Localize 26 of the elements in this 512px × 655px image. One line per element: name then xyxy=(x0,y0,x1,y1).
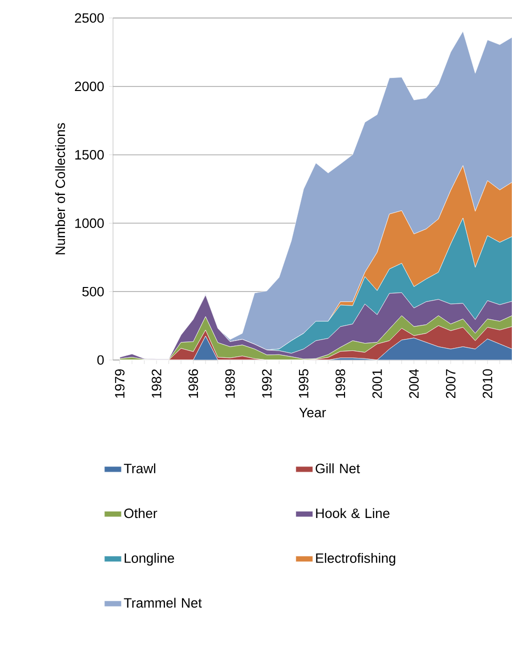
x-tick-label: 2007 xyxy=(446,369,456,398)
y-tick-label: 500 xyxy=(82,286,104,296)
x-tick-label: 1998 xyxy=(336,369,346,398)
y-tick-label: 0 xyxy=(97,355,104,365)
legend-label: Trawl xyxy=(124,463,156,474)
x-tick-label: 2010 xyxy=(482,369,492,398)
legend-label: Other xyxy=(124,508,158,518)
x-tick-label: 1986 xyxy=(188,369,198,398)
y-tick-label: 1000 xyxy=(75,218,104,228)
x-tick-label: 1982 xyxy=(152,369,162,398)
legend-label: Electrofishing xyxy=(316,552,396,566)
legend-label: Gill Net xyxy=(316,463,360,474)
x-tick-label: 2004 xyxy=(409,369,419,398)
x-tick-label: 2001 xyxy=(372,369,382,398)
legend-label: Longline xyxy=(124,552,174,566)
x-tick-label: 1992 xyxy=(262,369,272,398)
y-tick-label: 1500 xyxy=(75,150,104,160)
x-tick-label: 1995 xyxy=(298,369,308,398)
y-tick-label: 2000 xyxy=(74,82,104,92)
x-axis-title: Year xyxy=(299,408,326,418)
x-tick-label: 1979 xyxy=(114,369,125,398)
y-tick-label: 2500 xyxy=(74,13,104,23)
legend-label: Hook & Line xyxy=(316,508,390,518)
legend-label: Trammel Net xyxy=(124,598,202,608)
x-tick-label: 1989 xyxy=(225,369,235,398)
y-axis-title: Number of Collections xyxy=(55,123,66,254)
